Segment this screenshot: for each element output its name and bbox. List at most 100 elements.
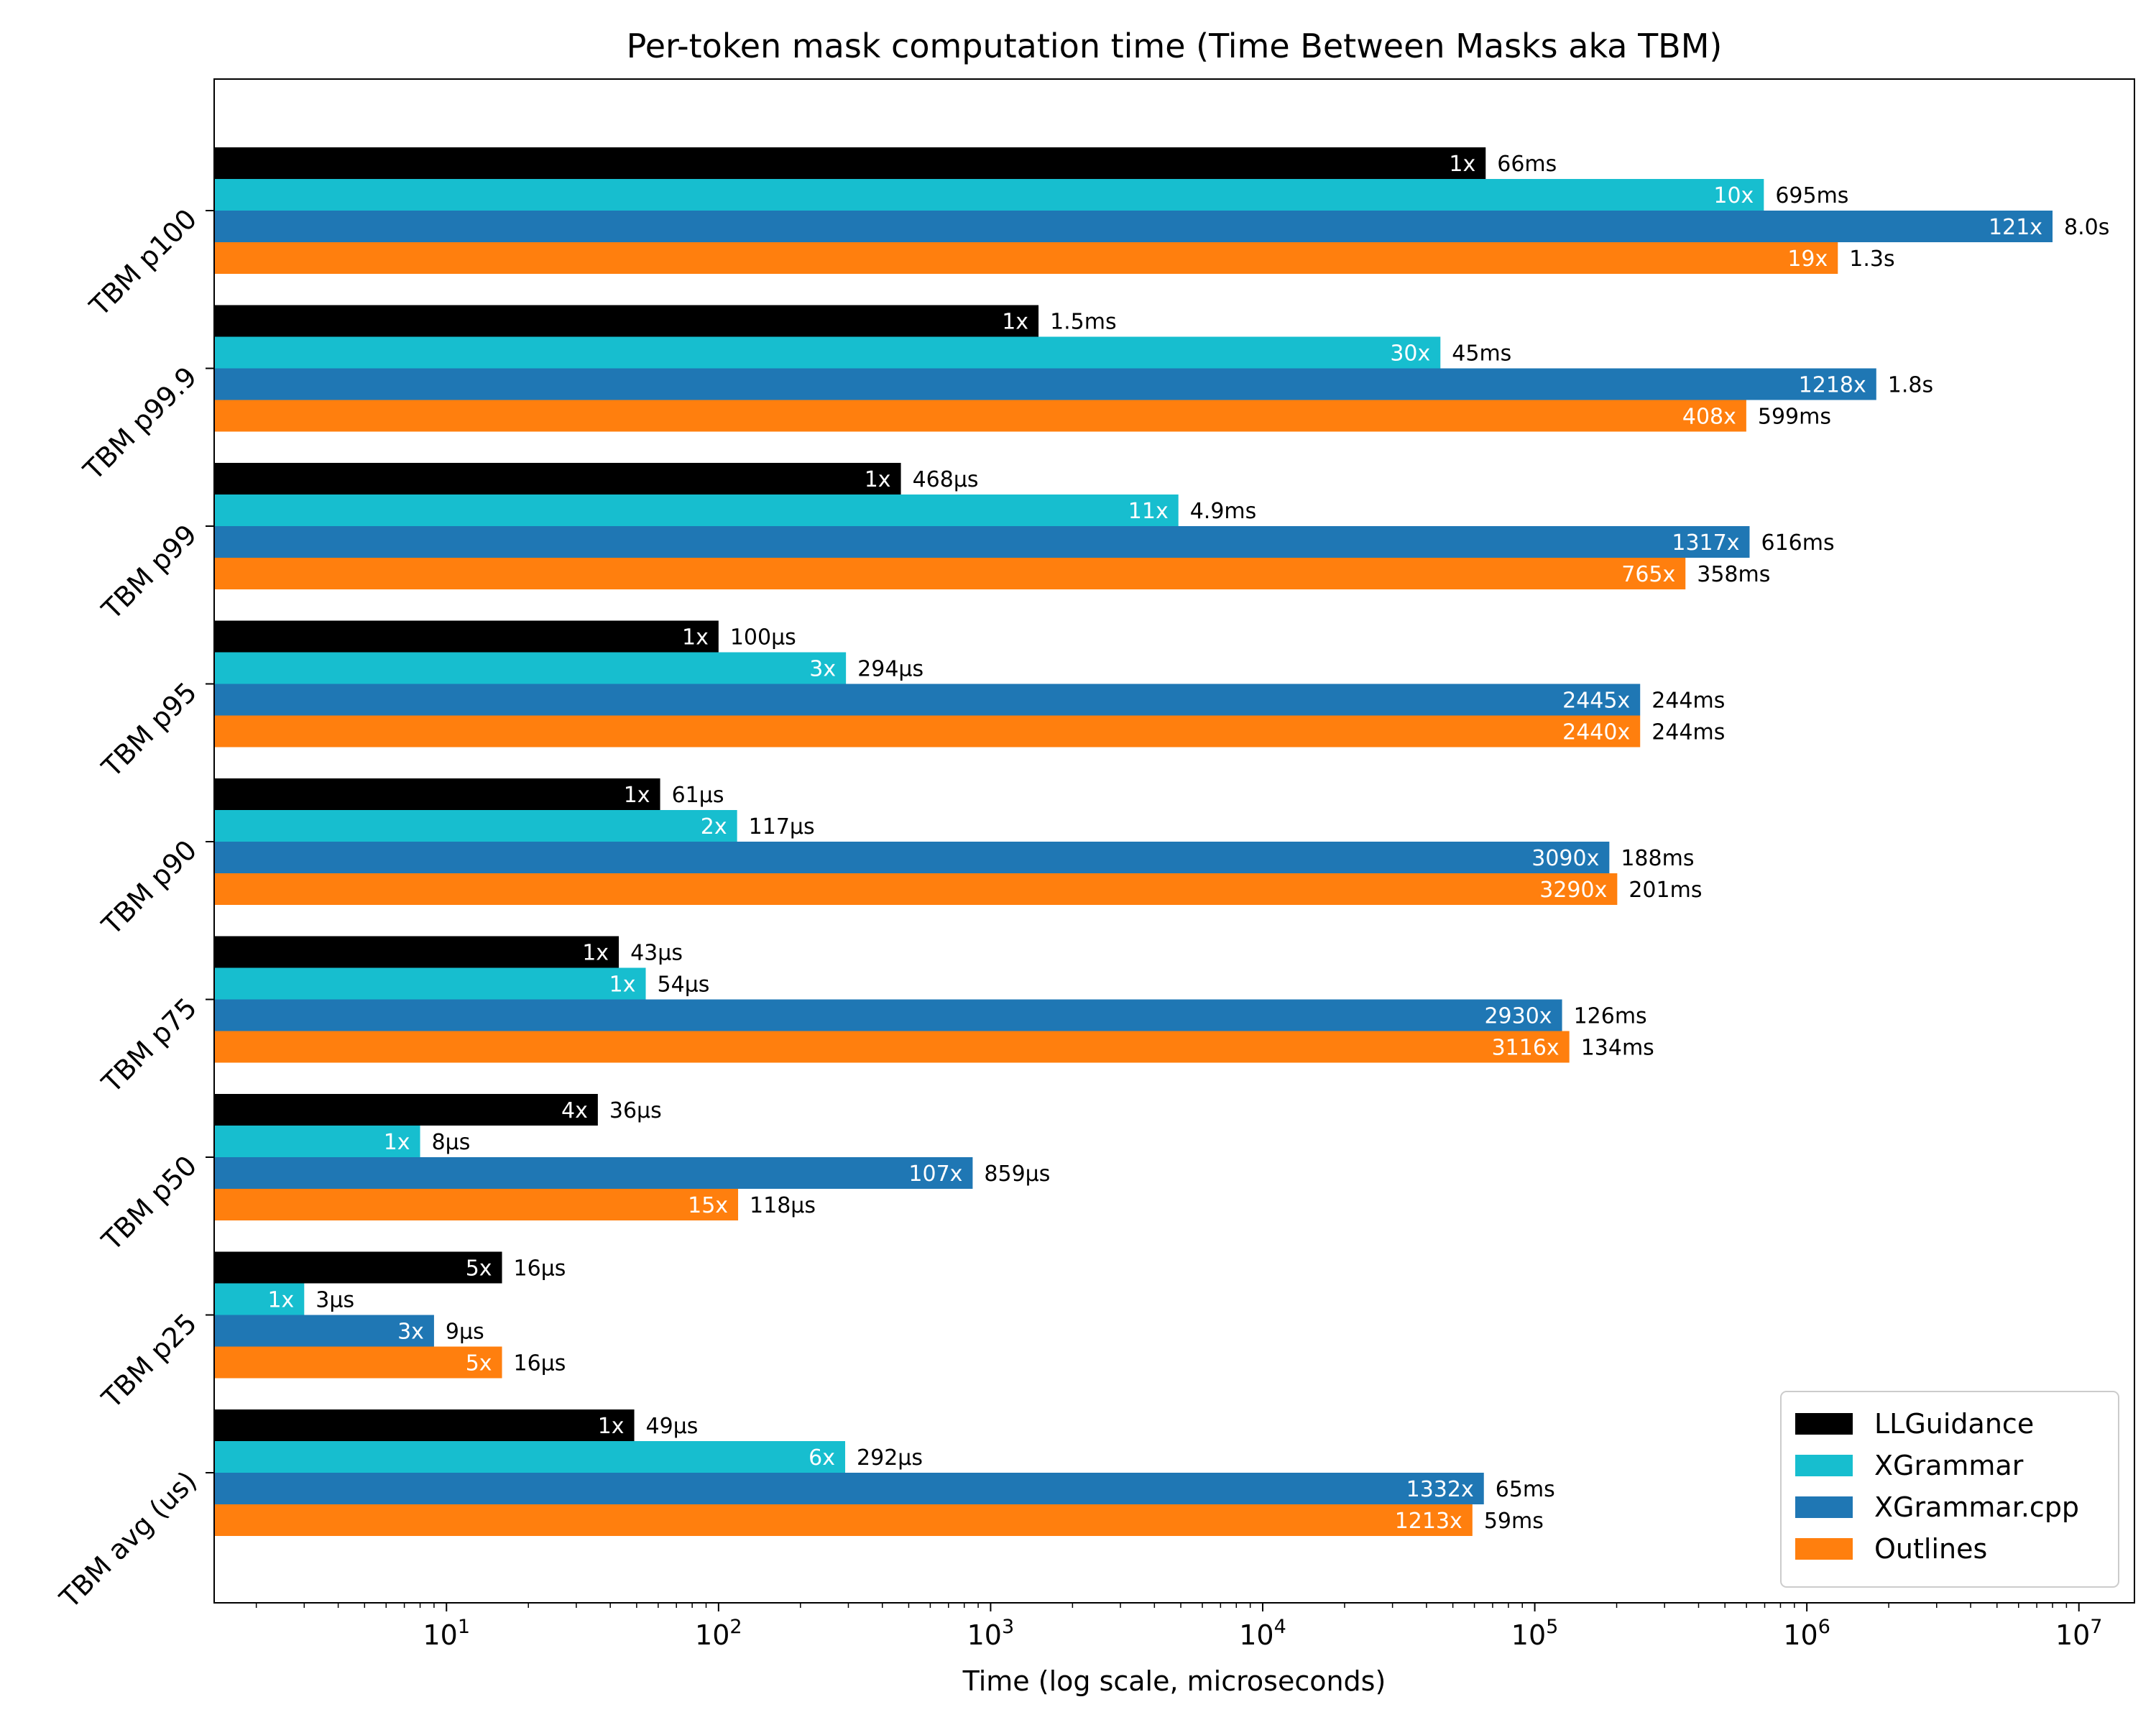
bar-value-label: 49µs — [646, 1414, 699, 1439]
bar — [214, 810, 737, 842]
bar-value-label: 859µs — [984, 1162, 1050, 1187]
bar-value-label: 695ms — [1775, 183, 1848, 208]
bar-ratio-label: 1x — [1449, 152, 1475, 177]
bar-value-label: 100µs — [730, 625, 796, 650]
bar — [214, 715, 1641, 748]
bar — [214, 778, 660, 810]
bar — [214, 1409, 635, 1441]
bar — [214, 684, 1641, 716]
bar-ratio-label: 3x — [809, 657, 836, 682]
bar-ratio-label: 30x — [1390, 341, 1430, 367]
bar-ratio-label: 1332x — [1406, 1477, 1474, 1502]
x-tick-label: 101 — [423, 1616, 470, 1651]
x-tick-label: 103 — [967, 1616, 1015, 1651]
chart-title: Per-token mask computation time (Time Be… — [627, 27, 1723, 65]
bar-ratio-label: 1x — [384, 1130, 410, 1155]
bar-value-label: 4.9ms — [1190, 499, 1257, 524]
bar-value-label: 244ms — [1651, 720, 1725, 745]
bar-ratio-label: 1x — [582, 941, 609, 966]
bar — [214, 558, 1686, 589]
bar-ratio-label: 10x — [1713, 183, 1754, 208]
x-tick-label: 102 — [695, 1616, 742, 1651]
bar — [214, 936, 619, 968]
legend-swatch — [1795, 1455, 1853, 1476]
bar — [214, 1126, 420, 1157]
bar-value-label: 16µs — [514, 1351, 566, 1376]
plot-frame — [213, 78, 2135, 1604]
bar-value-label: 1.5ms — [1050, 310, 1117, 335]
bar-ratio-label: 4x — [561, 1098, 588, 1123]
bar-ratio-label: 121x — [1989, 215, 2042, 240]
bar — [214, 1094, 598, 1126]
legend-label: Outlines — [1874, 1533, 1987, 1565]
legend-swatch — [1795, 1496, 1853, 1518]
bar-ratio-label: 11x — [1128, 499, 1169, 524]
bar-value-label: 358ms — [1697, 562, 1770, 587]
bar-ratio-label: 107x — [908, 1162, 962, 1187]
bar-ratio-label: 3x — [397, 1320, 424, 1345]
bar-value-label: 61µs — [672, 783, 724, 808]
bar-ratio-label: 6x — [808, 1445, 835, 1471]
bar — [214, 1283, 305, 1315]
bar-ratio-label: 1317x — [1672, 530, 1739, 556]
bar-value-label: 616ms — [1761, 530, 1834, 556]
bar-value-label: 43µs — [630, 941, 683, 966]
bar — [214, 368, 1876, 400]
x-tick-label: 105 — [1511, 1616, 1559, 1651]
bar — [214, 463, 901, 494]
legend-label: LLGuidance — [1874, 1408, 2034, 1440]
legend-label: XGrammar — [1874, 1450, 2024, 1481]
bar-ratio-label: 2930x — [1484, 1004, 1552, 1029]
x-tick-label: 107 — [2055, 1616, 2103, 1651]
bar — [214, 842, 1610, 873]
bar — [214, 873, 1618, 905]
bar-ratio-label: 1x — [624, 783, 650, 808]
bar — [214, 305, 1039, 337]
bar-value-label: 45ms — [1452, 341, 1511, 367]
legend-label: XGrammar.cpp — [1874, 1491, 2079, 1523]
bar-value-label: 134ms — [1581, 1036, 1654, 1061]
bar-value-label: 118µs — [750, 1193, 816, 1218]
bar-ratio-label: 765x — [1621, 562, 1675, 587]
bar — [214, 1031, 1570, 1063]
x-tick-label: 106 — [1783, 1616, 1830, 1651]
bar — [214, 967, 646, 1000]
bar-value-label: 294µs — [857, 657, 923, 682]
bar — [214, 1346, 502, 1379]
bar-ratio-label: 1x — [267, 1288, 294, 1313]
bar — [214, 211, 2053, 242]
bar-ratio-label: 1x — [865, 467, 891, 492]
bar-value-label: 1.3s — [1849, 247, 1894, 272]
bar — [214, 147, 1486, 179]
bar-value-label: 8µs — [432, 1130, 471, 1155]
bar — [214, 1473, 1484, 1504]
bar-value-label: 468µs — [913, 467, 979, 492]
bar-value-label: 292µs — [857, 1445, 923, 1471]
bar-value-label: 201ms — [1628, 878, 1702, 903]
bar — [214, 179, 1764, 211]
bar — [214, 620, 719, 653]
bar-ratio-label: 5x — [466, 1256, 492, 1282]
bar — [214, 494, 1179, 526]
bar-ratio-label: 3090x — [1531, 846, 1599, 871]
bar-ratio-label: 1x — [609, 972, 636, 998]
bar-ratio-label: 3290x — [1539, 878, 1607, 903]
bar-value-label: 3µs — [315, 1288, 354, 1313]
bar-ratio-label: 5x — [466, 1351, 492, 1376]
bar-value-label: 599ms — [1758, 405, 1831, 430]
bar — [214, 1315, 434, 1347]
legend-box — [1780, 1391, 2119, 1588]
bar — [214, 1189, 739, 1220]
bar — [214, 1157, 973, 1189]
bar-ratio-label: 3116x — [1492, 1036, 1560, 1061]
legend: LLGuidance XGrammar XGrammar.cpp Outlines — [1780, 1391, 2119, 1588]
bar — [214, 1504, 1473, 1536]
bar — [214, 526, 1750, 558]
bar-ratio-label: 2440x — [1562, 720, 1630, 745]
bar-value-label: 66ms — [1497, 152, 1557, 177]
bar — [214, 652, 847, 684]
labels-layer: 1x 66ms 10x 695ms 121x 8.0s 19x 1.3s 1x 1.5ms 30x 4… — [267, 152, 2109, 1534]
bar-value-label: 188ms — [1621, 846, 1694, 871]
legend-swatch — [1795, 1413, 1853, 1435]
